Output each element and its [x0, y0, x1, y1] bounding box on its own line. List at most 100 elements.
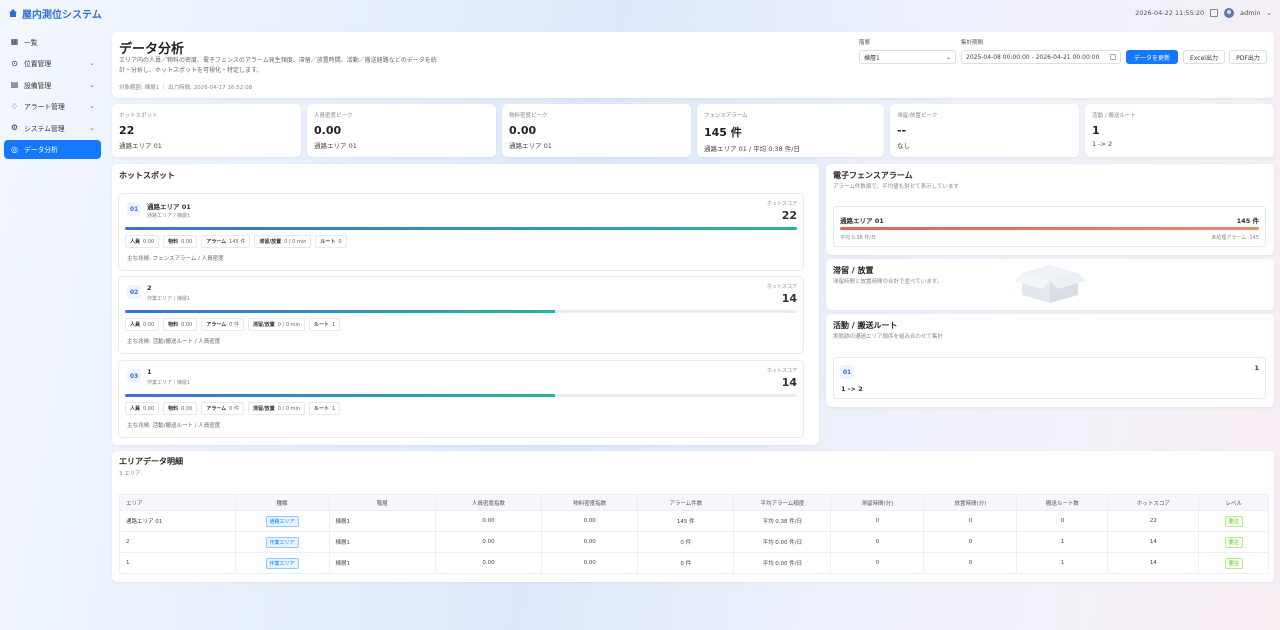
route-item[interactable]: 01 1 1 -> 2	[833, 357, 1266, 399]
metric-chip: アラーム 0 件	[201, 318, 244, 331]
chevron-down-icon: ⌄	[945, 53, 951, 61]
avatar[interactable]	[1224, 8, 1235, 18]
hotspot-sub: 通路エリア / 棟層1	[147, 213, 191, 219]
kpi-label: 物料密度ピーク	[509, 113, 548, 119]
period-picker[interactable]: 2025-04-08 00:00:00 - 2026-04-21 00:00:0…	[961, 50, 1121, 64]
kpi-card: フェンスアラーム 145 件通路エリア 01 / 平均 0.38 件/日	[697, 104, 884, 157]
column-header: 種類	[234, 494, 330, 511]
hotspot-name: 通路エリア 01	[147, 203, 191, 211]
table-cell: 0.00	[434, 552, 543, 574]
report-meta: 対象範囲: 棟層1 ｜ 出力時間: 2026-04-17 16:52:08	[119, 85, 253, 91]
sidebar-item-3[interactable]: ♢ アラート管理 ⌄	[4, 97, 101, 116]
column-header: 平均アラーム頻度	[733, 494, 832, 511]
column-header: 放置時間(分)	[923, 494, 1018, 511]
page-title: データ分析	[119, 42, 185, 57]
column-header: エリア	[119, 494, 236, 511]
fence-area-name: 通路エリア 01	[840, 217, 884, 225]
area-detail-table: エリア 種類 階層 人員密度指数 物料密度指数 アラーム件数 平均アラーム頻度 滞留時間(分)…	[119, 494, 1269, 574]
empty-box-illustration	[1014, 265, 1086, 303]
table-cell: 0 件	[637, 531, 735, 553]
kpi-card: 物料密度ピーク 0.00 通路エリア 01	[502, 104, 691, 157]
hotspot-sub: 作業エリア / 棟層1	[147, 296, 191, 302]
chart-icon: ◎	[11, 144, 18, 154]
hotspot-item[interactable]: 01 通路エリア 01 通路エリア / 棟層1 ホットスコア 22 人員 0.00 物料 0.0…	[118, 193, 804, 271]
period-value: 2025-04-08 00:00:00 - 2026-04-21 00:00:0…	[966, 53, 1100, 61]
kpi-sub: 通路エリア 01 / 平均 0.38 件/日	[704, 145, 800, 153]
fence-item[interactable]: 通路エリア 01 145 件 平均 0.38 件/日 未処理アラーム: 145	[833, 206, 1266, 247]
hotspot-rank: 01	[127, 202, 141, 216]
metric-chip: 人員 0.00	[125, 402, 160, 415]
detail-title: エリアデータ明細	[119, 457, 183, 466]
hotspot-signs: 主な兆候: 活動/搬送ルート / 人員密度	[127, 423, 221, 429]
fence-title: 電子フェンスアラーム	[833, 171, 913, 180]
sidebar-item-1[interactable]: ⊙ 位置管理 ⌄	[4, 54, 101, 73]
excel-export-button[interactable]: Excel出力	[1183, 50, 1225, 64]
table-cell: 通路エリア	[234, 510, 330, 532]
sidebar-item-label: 一覧	[24, 38, 38, 47]
table-cell: 2	[119, 531, 236, 553]
hotspot-card: ホットスポット 01 通路エリア 01 通路エリア / 棟層1 ホットスコア 22 人員 0…	[112, 164, 819, 445]
chevron-down-icon: ⌄	[89, 80, 95, 89]
table-row[interactable]: 2 作業エリア 棟層1 0.00 0.00 0 件平均 0.00 件/日 0 0 1 14 要注	[119, 531, 1269, 553]
sidebar-item-0[interactable]: ▦ 一覧	[4, 32, 101, 51]
device-icon: ▤	[10, 80, 19, 89]
metric-chip: ルート 0	[315, 235, 347, 248]
description-line-1: エリア内の人員／物料の密度、電子フェンスのアラーム発生頻度、滞留／放置時間、活動…	[119, 57, 437, 64]
sidebar-item-5[interactable]: ◎ データ分析	[4, 139, 101, 159]
sidebar-item-4[interactable]: ⚙ システム管理 ⌄	[4, 118, 101, 137]
table-cell: 0.00	[434, 510, 543, 532]
kpi-label: 活動 / 搬送ルート	[1092, 113, 1136, 119]
hotspot-signs: 主な兆候: フェンスアラーム / 人員密度	[127, 256, 224, 262]
score-bar-fill	[125, 394, 556, 397]
dwell-description: 滞留時間と放置時間の合計で並べています。	[833, 279, 943, 285]
table-cell: 要注	[1198, 552, 1269, 574]
sidebar-item-2[interactable]: ▤ 設備管理 ⌄	[4, 75, 101, 94]
table-cell: 145 件	[637, 510, 735, 532]
hot-score-label: ホットスコア	[766, 368, 797, 374]
route-description: 実軌跡の通過エリア順序を組み合わせて集計	[833, 334, 944, 340]
kpi-card: 滞留/放置ピーク -- なし	[890, 104, 1079, 157]
metric-chip: ルート 1	[309, 318, 341, 331]
column-header: レベル	[1198, 494, 1269, 511]
hot-score-value: 14	[781, 376, 797, 389]
refresh-button[interactable]: データを更新	[1126, 50, 1178, 64]
chevron-down-icon: ⌄	[89, 59, 95, 67]
table-cell: 作業エリア	[234, 531, 330, 553]
period-label: 集計期間	[961, 40, 984, 46]
route-path: 1 -> 2	[841, 385, 863, 393]
description-line-2: 計・分析し、ホットスポットを可視化・特定します。	[119, 67, 263, 74]
hot-score-value: 22	[781, 209, 797, 222]
metric-chip: 滞留/放置 0 / 0 min	[247, 318, 306, 331]
table-cell: 14	[1107, 552, 1200, 574]
metric-chip: アラーム 0 件	[201, 402, 244, 415]
table-row[interactable]: 1 作業エリア 棟層1 0.00 0.00 0 件平均 0.00 件/日 0 0 1 14 要注	[119, 552, 1269, 574]
kpi-value: --	[897, 124, 907, 137]
table-cell: 0	[830, 531, 925, 553]
sidebar-item-label: 位置管理	[24, 60, 52, 68]
hotspot-item[interactable]: 02 2 作業エリア / 棟層1 ホットスコア 14 人員 0.00 物料 0.00 アラーム 0 …	[118, 276, 804, 354]
table-cell: 平均 0.38 件/日	[733, 510, 832, 532]
hotspot-name: 2	[147, 284, 152, 292]
hotspot-rank: 02	[127, 285, 141, 299]
username[interactable]: admin	[1240, 9, 1261, 17]
route-rank: 01	[840, 365, 854, 379]
score-bar	[125, 227, 797, 230]
fence-count: 145 件	[1236, 217, 1259, 225]
chevron-down-icon[interactable]: ⌄	[1266, 9, 1272, 17]
fullscreen-icon[interactable]	[1210, 9, 1219, 17]
metric-chip: 滞留/放置 0 / 0 min	[247, 402, 306, 415]
sidebar-item-label: アラート管理	[24, 103, 65, 111]
route-count: 1	[1254, 364, 1259, 372]
table-cell: 0.00	[541, 531, 639, 553]
table-cell: 作業エリア	[234, 552, 330, 574]
floor-select-value: 棟層1	[864, 54, 880, 62]
brand[interactable]: 屋内測位システム	[8, 6, 102, 21]
pdf-export-button[interactable]: PDF出力	[1229, 50, 1267, 64]
fence-description: アラーム件数順で、平均値も併せて表示しています	[833, 184, 959, 190]
table-cell: 0.00	[434, 531, 543, 553]
hotspot-item[interactable]: 03 1 作業エリア / 棟層1 ホットスコア 14 人員 0.00 物料 0.00 アラーム 0 …	[118, 360, 804, 438]
floor-select[interactable]: 棟層1 ⌄	[859, 50, 956, 64]
table-row[interactable]: 通路エリア 01 通路エリア 棟層1 0.00 0.00 145 件平均 0.38 件/日…	[119, 510, 1269, 532]
fence-average: 平均 0.38 件/日	[840, 235, 876, 241]
table-cell: 22	[1107, 510, 1200, 532]
